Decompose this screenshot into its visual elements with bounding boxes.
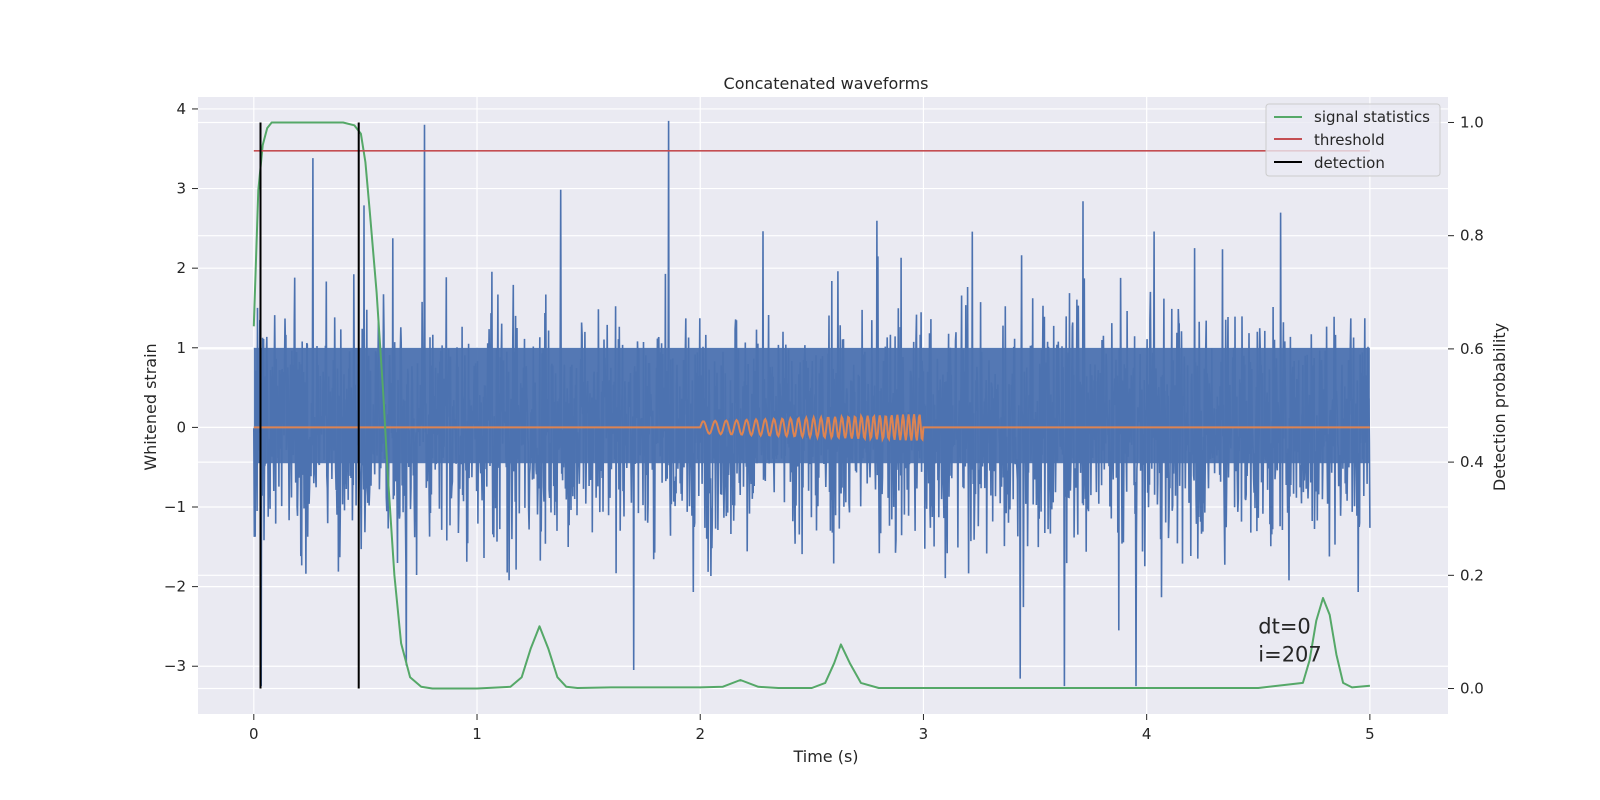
y-tick-label: −3 xyxy=(164,657,186,675)
y-right-tick-label: 0.8 xyxy=(1460,227,1484,245)
y-axis-right-title: Detection probability xyxy=(1490,323,1509,491)
strain-series xyxy=(253,120,1371,687)
legend-label-signal-statistics: signal statistics xyxy=(1314,108,1430,126)
x-tick-label: 5 xyxy=(1365,725,1375,743)
y-tick-label: 4 xyxy=(176,100,186,118)
chart-title: Concatenated waveforms xyxy=(724,74,929,93)
y-right-tick-label: 1.0 xyxy=(1460,113,1484,131)
axis-ticks: 0 1 2 3 4 5 −3 −2 −1 0 1 2 3 4 0.0 0.2 0.4 0.6 0.8 1.0 xyxy=(164,100,1484,743)
template-series xyxy=(253,412,1370,443)
y-axis-title: Whitened strain xyxy=(141,343,160,470)
y-right-tick-label: 0.4 xyxy=(1460,453,1484,471)
legend-label-threshold: threshold xyxy=(1314,131,1385,149)
detection-series xyxy=(259,122,360,689)
x-tick-label: 0 xyxy=(249,725,259,743)
y-right-tick-label: 0.0 xyxy=(1460,680,1484,698)
x-axis-title: Time (s) xyxy=(792,747,858,766)
signal-statistics-series xyxy=(252,121,1370,690)
y-tick-label: 2 xyxy=(176,259,186,277)
x-tick-label: 3 xyxy=(919,725,929,743)
x-tick-label: 2 xyxy=(695,725,705,743)
y-tick-label: 1 xyxy=(176,339,186,357)
legend-label-detection: detection xyxy=(1314,154,1385,172)
x-tick-label: 4 xyxy=(1142,725,1152,743)
annotation-index: i=207 xyxy=(1258,642,1322,666)
x-tick-label: 1 xyxy=(472,725,482,743)
strain-core-band xyxy=(253,347,1370,464)
y-tick-label: 3 xyxy=(176,180,186,198)
y-tick-label: −1 xyxy=(164,498,186,516)
annotation-dt: dt=0 xyxy=(1258,614,1311,638)
legend: signal statistics threshold detection xyxy=(1265,103,1441,177)
y-right-tick-label: 0.2 xyxy=(1460,566,1484,584)
y-tick-label: −2 xyxy=(164,578,186,596)
y-tick-label: 0 xyxy=(176,418,186,436)
signal-statistics-line xyxy=(252,121,1370,690)
y-right-tick-label: 0.6 xyxy=(1460,340,1484,358)
legend-box xyxy=(1265,103,1441,177)
template-line xyxy=(253,412,1370,443)
